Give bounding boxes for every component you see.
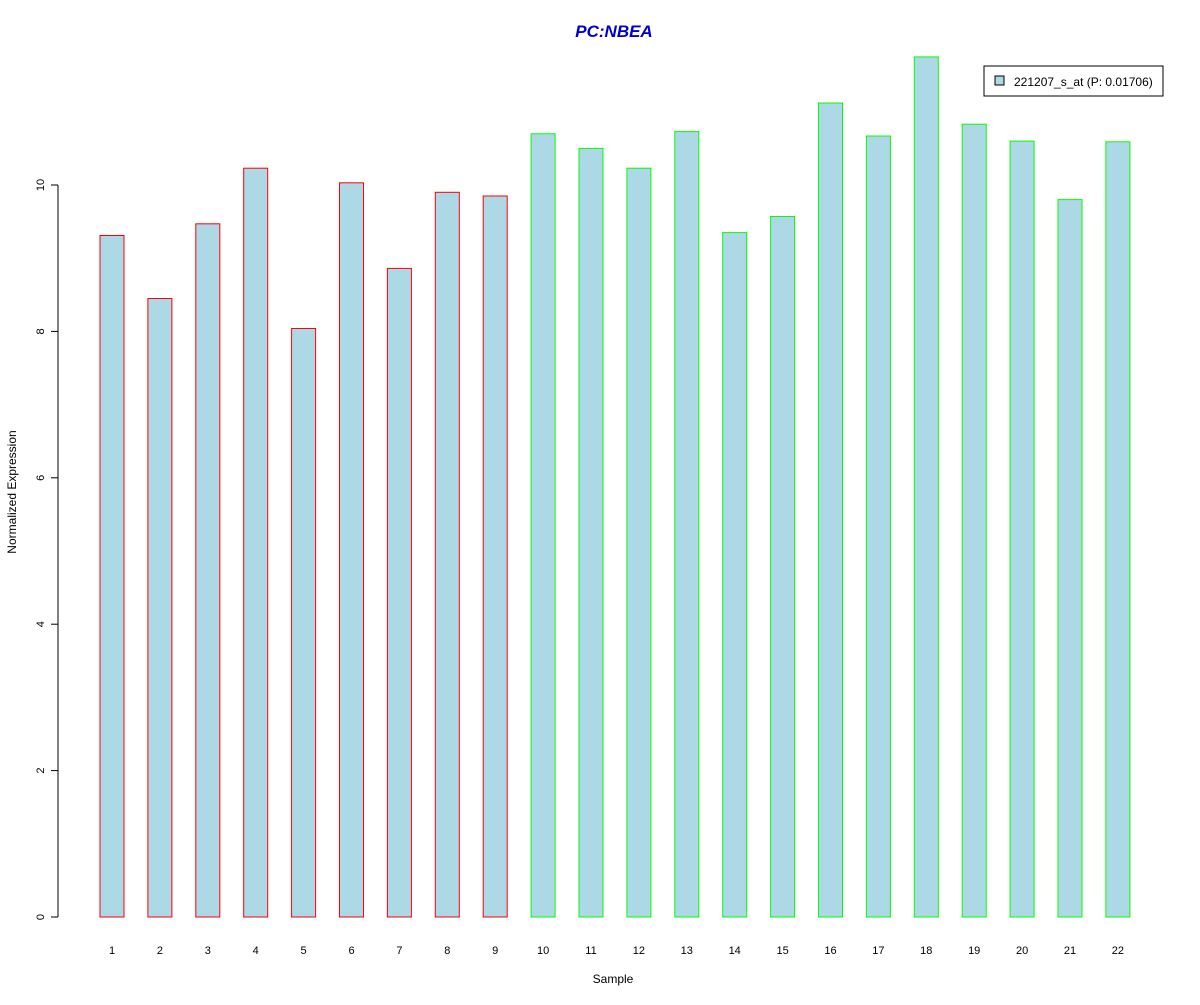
y-tick-label: 4 [35,621,47,627]
x-tick-label: 6 [348,945,354,957]
x-tick-label: 2 [157,945,163,957]
x-tick-label: 20 [1016,945,1028,957]
y-tick-label: 10 [35,179,47,191]
bar [913,56,939,918]
x-tick-label: 10 [537,945,549,957]
x-tick-label: 9 [492,945,498,957]
y-tick-label: 6 [35,475,47,481]
bar [674,131,700,918]
legend-label: 221207_s_at (P: 0.01706) [1014,75,1153,89]
chart-title: PC:NBEA [575,22,652,41]
x-tick-label: 14 [729,945,741,957]
x-axis-title: Sample [593,972,634,986]
legend: 221207_s_at (P: 0.01706) [983,65,1164,97]
bar [147,298,173,918]
x-tick-label: 11 [585,945,596,957]
bar [482,195,508,918]
bar [291,328,317,918]
bar [865,135,891,918]
bar [770,216,796,918]
x-tick-label: 15 [776,945,788,957]
y-axis-title: Normalized Expression [5,430,19,553]
bar [195,223,221,918]
x-tick-label: 1 [109,945,115,957]
bar [530,133,556,918]
x-tick-label: 3 [205,945,211,957]
bar [99,235,125,918]
bar [1105,141,1131,918]
bar [961,123,987,918]
legend-box [983,65,1164,97]
bar [818,102,843,918]
y-tick-label: 0 [35,914,47,920]
x-tick-label: 17 [872,945,884,957]
x-tick-label: 13 [681,945,693,957]
y-tick-label: 2 [35,768,47,774]
bars [99,56,1131,918]
bar [386,267,412,918]
x-tick-label: 4 [253,945,259,957]
x-tick-label: 19 [968,945,980,957]
x-tick-label: 22 [1112,945,1124,957]
legend-swatch [994,75,1005,86]
bar [1057,199,1083,918]
y-axis: 0 2 4 6 8 10 [35,179,59,920]
x-axis: 1 2 3 4 5 6 7 8 9 10 11 12 13 14 15 16 17 18 19 20 21 22 [109,945,1124,957]
bar [1009,140,1035,918]
bar [339,182,364,918]
bar [722,232,748,918]
x-tick-label: 5 [301,945,307,957]
bar [434,191,460,918]
x-tick-label: 7 [396,945,402,957]
x-tick-label: 12 [633,945,645,957]
bar [578,147,604,918]
bar [626,167,652,918]
bar [243,167,269,918]
y-tick-label: 8 [35,328,47,334]
x-tick-label: 21 [1064,945,1076,957]
x-tick-label: 18 [920,945,932,957]
x-tick-label: 16 [824,945,836,957]
x-tick-label: 8 [444,945,450,957]
